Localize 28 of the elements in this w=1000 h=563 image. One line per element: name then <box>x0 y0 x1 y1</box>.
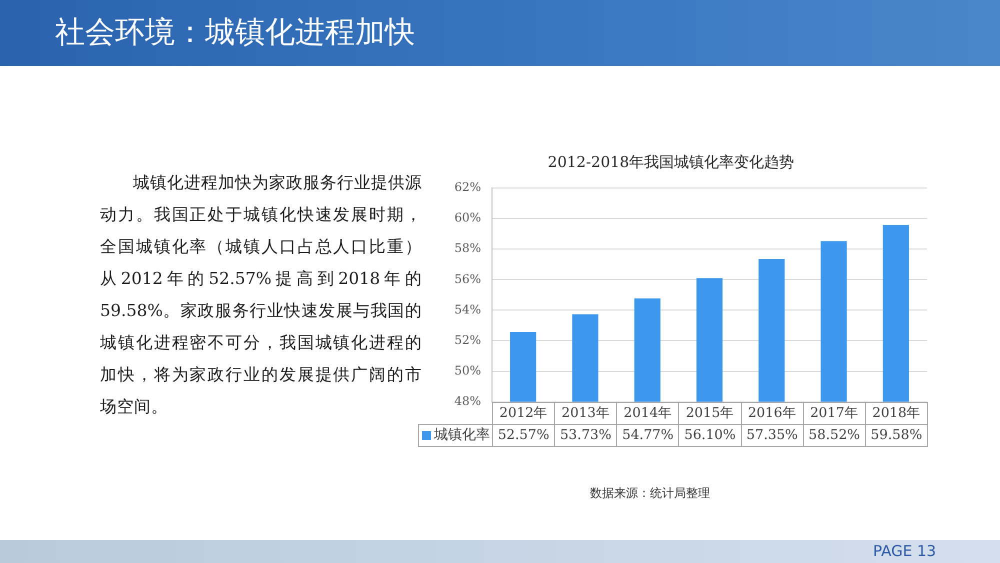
x-tick-label: 2015年 <box>678 402 742 425</box>
text: 城镇化进程加快为家政服务行业提供源动力。我国正处于城镇化快速发展时期，全国城镇化率（城镇人口占总人口比重）从2012年的52.57%提高到2018年的59.58%。家政服务行业快速发展与我国的城镇化进程密不可分，我国城镇化进程的加快，将为家政行业的发展提供广阔的市场空间。 <box>100 172 422 418</box>
legend-label: 城镇化率 <box>434 426 490 444</box>
y-tick-label: 56% <box>454 272 481 286</box>
text: PAGE 13 <box>873 541 938 561</box>
data-label: 52.57% <box>492 424 556 447</box>
y-tick-label: 60% <box>454 210 481 225</box>
chart-title: 2012-2018年我国城镇化率变化趋势 <box>548 152 794 171</box>
y-tick-label: 48% <box>454 394 481 408</box>
x-tick-label: 2017年 <box>802 402 866 425</box>
x-tick-label: 2016年 <box>740 402 804 425</box>
data-label: 54.77% <box>616 424 680 447</box>
x-tick-label: 2012年 <box>492 402 556 425</box>
x-tick-label: 2018年 <box>864 402 928 425</box>
data-label: 58.52% <box>802 424 866 447</box>
y-tick-label: 58% <box>454 241 481 256</box>
text: 社会环境：城镇化进程加快 <box>55 14 416 52</box>
x-tick-label: 2013年 <box>554 402 618 425</box>
data-label: 57.35% <box>740 424 804 447</box>
source-note: 数据来源：统计局整理 <box>590 485 711 502</box>
y-tick-label: 52% <box>454 332 481 347</box>
data-label: 56.10% <box>678 424 742 447</box>
data-label: 59.58% <box>864 424 928 447</box>
y-tick-label: 50% <box>454 363 481 378</box>
data-label: 53.73% <box>554 424 618 447</box>
x-tick-label: 2014年 <box>616 402 680 425</box>
y-tick-label: 62% <box>454 180 481 194</box>
y-tick-label: 54% <box>454 302 481 316</box>
